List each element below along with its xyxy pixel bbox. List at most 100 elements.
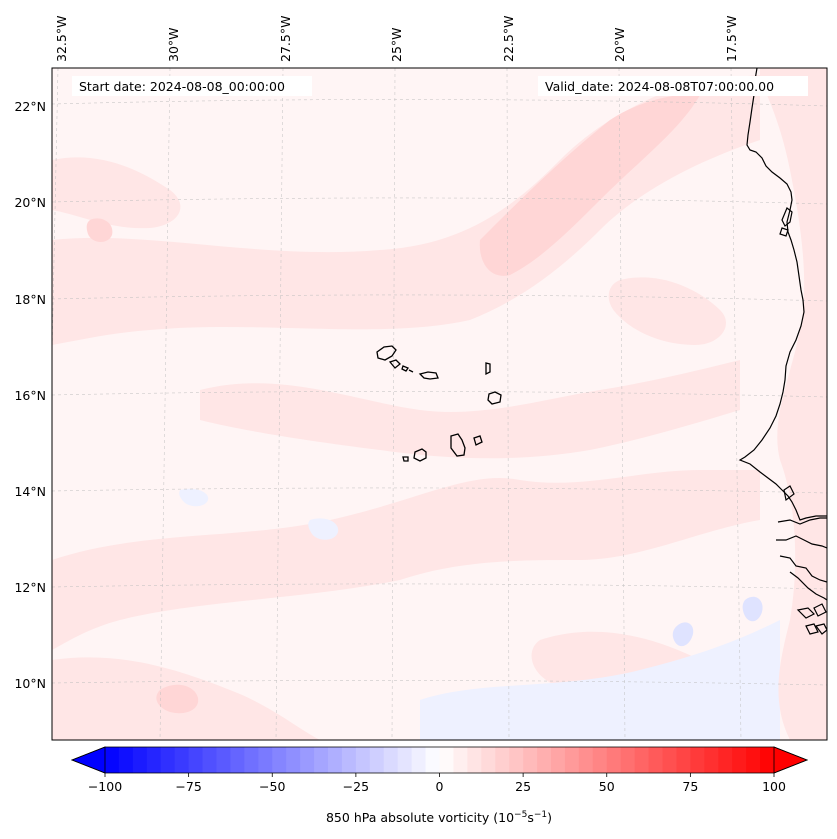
vorticity-band [200,360,740,459]
lon-label: 17.5°W [724,16,739,62]
colorbar-segment [551,747,566,773]
colorbar-segment [216,747,232,773]
colorbar-segment [105,747,120,773]
colorbar-segment [453,747,468,773]
valid-date-box [538,76,808,96]
colorbar-segment [118,747,134,773]
colorbar-segment [160,747,176,773]
africa-coastline [779,555,827,583]
vorticity-band [608,277,726,345]
colorbar-ticks: −100 −75 −50 −25 0 25 50 75 100 [88,773,786,794]
vorticity-band [479,94,700,276]
vorticity-band [420,620,780,740]
colorbar-segment [662,747,678,773]
colorbar: −100 −75 −50 −25 0 25 50 75 100 850 hPa absolute… [70,746,809,825]
colorbar-segment [578,747,594,773]
colorbar-segment [355,747,371,773]
lat-label: 22°N [14,99,46,114]
colorbar-segment [272,747,287,773]
colorbar-segment [132,747,148,773]
colorbar-segment [718,747,733,773]
colorbar-segment [425,747,441,773]
africa-coastline [796,607,816,619]
colorbar-tick-label: 100 [762,779,786,794]
lat-gridline [52,583,827,590]
colorbar-segment [146,747,162,773]
colorbar-label: 850 hPa absolute vorticity (10−5s−1) [326,810,552,825]
colorbar-segment [690,747,705,773]
africa-coastline [738,68,827,521]
colorbar-segment [244,747,259,773]
colorbar-segment [383,747,399,773]
map-panel [52,68,827,740]
lon-gridline [506,68,510,740]
colorbar-segment [202,747,218,773]
colorbar-segment [537,747,552,773]
colorbar-tick-label: −25 [343,779,369,794]
africa-coastline [805,623,819,635]
colorbar-segment [648,747,664,773]
lon-gridline [730,68,742,740]
colorbar-segment [746,747,761,773]
lon-label: 20°W [612,27,627,62]
lat-label: 16°N [14,388,46,403]
colorbar-segment [509,747,524,773]
vorticity-field [52,68,827,740]
colorbar-segment [564,747,580,773]
colorbar-segment [495,747,510,773]
colorbar-segment [606,747,622,773]
lon-label: 30°W [166,27,181,62]
colorbar-segment [732,747,747,773]
colorbar-segment [634,747,650,773]
colorbar-segment [230,747,245,773]
lat-label: 18°N [14,292,46,307]
lon-label: 32.5°W [54,16,69,62]
colorbar-tick-label: 25 [515,779,531,794]
lat-label: 14°N [14,484,46,499]
lat-label: 20°N [14,195,46,210]
colorbar-segment [369,747,385,773]
lon-gridline [618,68,626,740]
lon-gridline [391,68,396,740]
lat-gridline [52,487,827,494]
colorbar-min-extend [70,746,106,774]
colorbar-segment [188,747,204,773]
colorbar-max-extend [773,746,809,774]
vorticity-band [52,470,760,650]
colorbar-segment [328,747,343,773]
island [450,433,466,457]
colorbar-segment [314,747,329,773]
lat-gridline [52,294,827,302]
africa-coastline [783,485,795,502]
start-date-text: Start date: 2024-08-08_00:00:00 [79,79,285,94]
start-date-box [72,76,312,96]
vorticity-band [308,518,339,540]
colorbar-segment [620,747,636,773]
lat-gridline [52,391,827,398]
vorticity-band [179,488,209,507]
lon-label: 25°W [389,27,404,62]
map-frame [51,67,828,741]
colorbar-tick-label: 0 [436,779,444,794]
colorbar-tick-label: 50 [599,779,615,794]
island [473,435,483,446]
africa-coastline [781,207,793,227]
coastline [738,68,827,635]
island [408,369,414,373]
colorbar-segment [467,747,482,773]
island [401,365,409,372]
colorbar-segment [286,747,301,773]
lat-gridline [52,197,827,205]
cape-verde-islands [376,345,502,462]
colorbar-segment [174,747,190,773]
colorbar-segment [397,747,413,773]
lon-gridline [275,68,284,740]
lon-labels: 32.5°W 30°W 27.5°W 25°W 22.5°W 20°W 17.5… [54,16,739,62]
valid-date-text: Valid_date: 2024-08-08T07:00:00.00 [545,79,774,94]
lon-label: 27.5°W [278,16,293,62]
lat-gridline [52,99,827,107]
island [413,448,427,462]
colorbar-segment [676,747,691,773]
africa-coastline [779,227,789,237]
